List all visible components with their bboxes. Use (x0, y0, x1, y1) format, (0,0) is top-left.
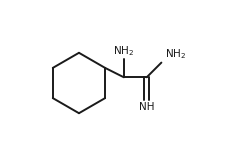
Text: NH: NH (139, 102, 154, 112)
Text: NH$_2$: NH$_2$ (113, 44, 134, 58)
Text: NH$_2$: NH$_2$ (165, 47, 187, 61)
